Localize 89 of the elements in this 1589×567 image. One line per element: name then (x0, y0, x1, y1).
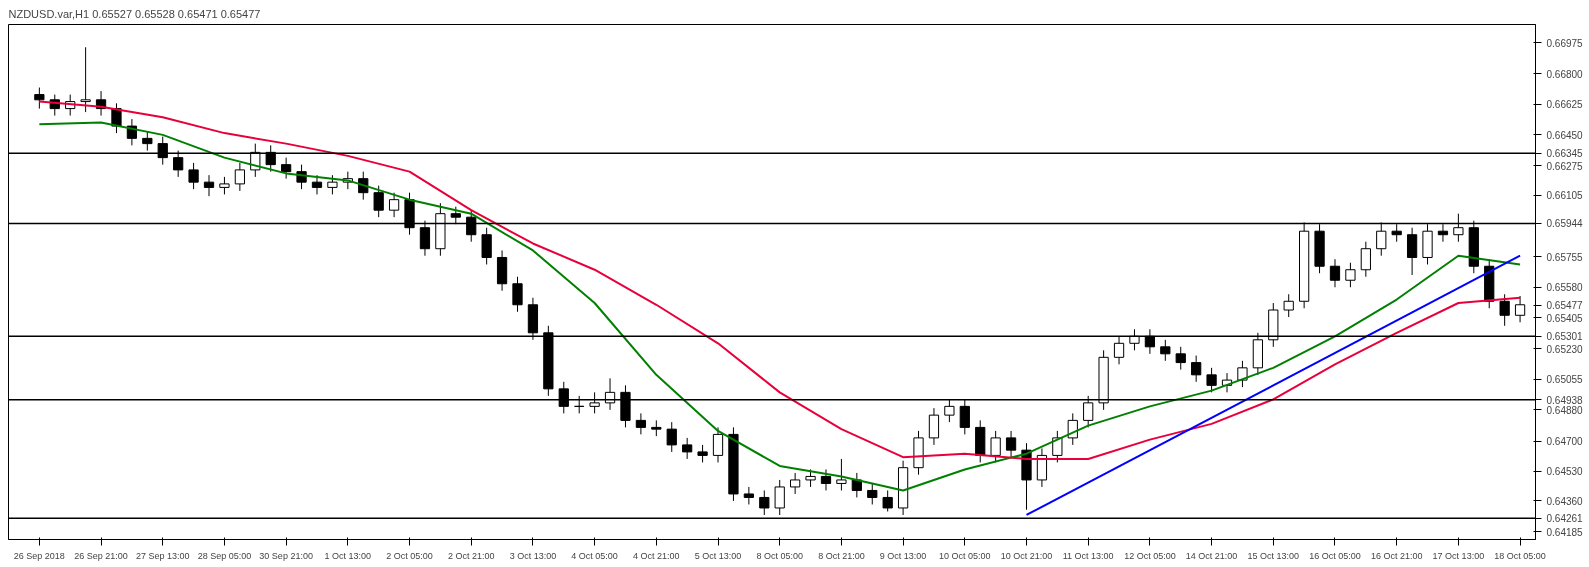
y-tick-label: 0.66450 (1546, 129, 1584, 141)
x-tick-label: 26 Sep 2018 (13, 550, 65, 561)
candlestick (388, 192, 400, 218)
y-tick-label: 0.64530 (1546, 466, 1584, 478)
x-tick-label: 16 Oct 05:00 (1309, 550, 1361, 561)
x-tick-label: 17 Oct 13:00 (1432, 550, 1485, 561)
candlestick (743, 486, 754, 505)
y-tick-label: 0.65755 (1546, 251, 1584, 263)
candlestick (635, 412, 647, 435)
candlestick (481, 227, 492, 265)
x-tick-label: 10 Oct 21:00 (1000, 550, 1053, 561)
candlestick (34, 87, 45, 110)
x-tick-label: 2 Oct 05:00 (386, 550, 433, 561)
candlestick (928, 407, 940, 446)
x-tick-label: 9 Oct 13:00 (879, 550, 927, 561)
candlestick (1191, 355, 1202, 383)
y-tick-label: 0.66975 (1546, 37, 1584, 49)
candlestick (1406, 227, 1418, 276)
x-tick-label: 18 Oct 05:00 (1494, 550, 1546, 561)
y-tick-label: 0.64185 (1546, 526, 1584, 538)
candlestick (666, 421, 677, 453)
candlestick (1067, 412, 1078, 446)
x-tick-label: 27 Sep 13:00 (135, 550, 190, 561)
candlestick (80, 46, 91, 113)
candlestick (836, 458, 847, 491)
candlestick (1514, 295, 1526, 323)
candlestick (790, 472, 801, 495)
x-tick-label: 4 Oct 21:00 (633, 550, 680, 561)
candlestick (867, 482, 878, 505)
candlestick (1052, 430, 1063, 463)
x-tick-label: 1 Oct 13:00 (324, 550, 372, 561)
y-tick-label: 0.65477 (1546, 300, 1584, 312)
candlestick (712, 426, 724, 463)
x-tick-label: 26 Sep 21:00 (74, 550, 128, 561)
ref-line-label: 0.65944 (1546, 218, 1584, 230)
candlestick (373, 185, 384, 218)
y-tick-label: 0.64360 (1546, 495, 1584, 507)
x-tick-label: 8 Oct 21:00 (818, 550, 865, 561)
candlestick (1175, 346, 1186, 371)
x-tick-label: 28 Sep 05:00 (197, 550, 252, 561)
ref-line-label: 0.65301 (1546, 331, 1584, 343)
x-tick-label: 15 Oct 13:00 (1247, 550, 1300, 561)
candlestick (1206, 367, 1217, 393)
ref-line-label: 0.66345 (1546, 148, 1584, 160)
y-tick-label: 0.64880 (1546, 404, 1584, 416)
candlestick (1005, 430, 1017, 458)
candlestick (1283, 293, 1294, 318)
y-tick-label: 0.66275 (1546, 160, 1584, 172)
candlestick (281, 157, 292, 180)
y-tick-label: 0.65230 (1546, 343, 1584, 355)
candlestick (188, 162, 199, 190)
candlestick (759, 489, 770, 516)
candlestick (1345, 262, 1356, 288)
candlestick (820, 468, 832, 491)
y-tick-label: 0.66625 (1546, 99, 1584, 111)
candlestick (203, 174, 215, 197)
x-tick-label: 3 Oct 13:00 (509, 550, 557, 561)
x-tick-label: 30 Sep 21:00 (259, 550, 313, 561)
candlestick (142, 130, 153, 152)
candlestick (311, 174, 323, 195)
x-tick-label: 8 Oct 05:00 (756, 550, 803, 561)
x-tick-label: 10 Oct 05:00 (939, 550, 991, 561)
candlestick (1499, 293, 1510, 327)
y-tick-label: 0.64700 (1546, 436, 1584, 448)
candlestick (1360, 241, 1371, 278)
x-tick-label: 2 Oct 21:00 (447, 550, 495, 561)
x-tick-label: 16 Oct 21:00 (1370, 550, 1423, 561)
candlestick (774, 479, 785, 516)
x-tick-label: 14 Oct 21:00 (1185, 550, 1238, 561)
y-tick-label: 0.65405 (1546, 312, 1584, 324)
candlestick (882, 489, 893, 512)
ref-line-label: 0.64261 (1546, 513, 1584, 525)
candlestick (1160, 339, 1171, 362)
candlestick (1329, 258, 1341, 288)
x-tick-label: 4 Oct 05:00 (571, 550, 618, 561)
x-tick-label: 11 Oct 13:00 (1062, 550, 1114, 561)
y-tick-label: 0.66800 (1546, 68, 1584, 80)
candlestick (512, 276, 523, 313)
y-tick-label: 0.65580 (1546, 282, 1584, 294)
ref-line-label: 0.64938 (1546, 394, 1584, 406)
x-tick-label: 5 Oct 13:00 (694, 550, 742, 561)
candlestick (682, 437, 693, 460)
x-tick-label: 12 Oct 05:00 (1124, 550, 1176, 561)
y-tick-label: 0.65055 (1546, 374, 1584, 386)
candlestick (327, 174, 338, 195)
y-tick-label: 0.66105 (1546, 190, 1584, 202)
candlestick (234, 162, 245, 192)
chart-title: NZDUSD.var,H1 0.65527 0.65528 0.65471 0.65477 (8, 7, 261, 20)
candlestick (990, 430, 1001, 463)
